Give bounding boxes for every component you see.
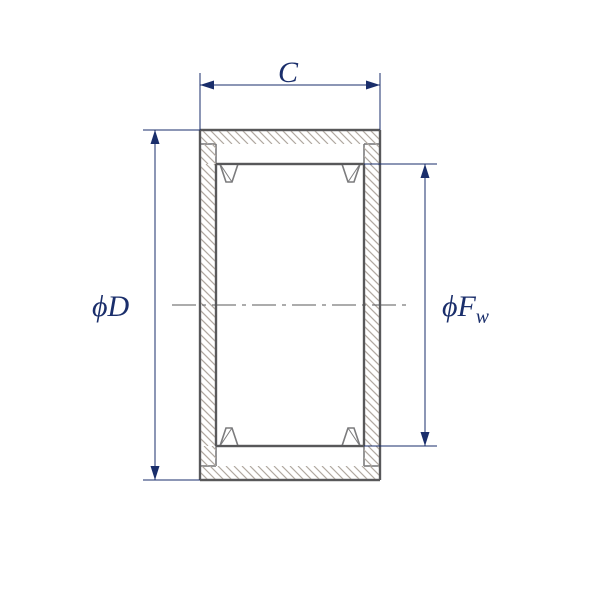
dim-label-c: C <box>278 58 298 88</box>
dim-d-var: D <box>108 290 130 323</box>
dim-c-var: C <box>278 56 298 89</box>
dim-fw-var: F <box>458 290 476 323</box>
dim-d-phi: ϕ <box>92 290 108 323</box>
bearing-cross-section <box>0 0 600 600</box>
dim-label-fw: ϕFw <box>442 292 489 328</box>
dim-label-d: ϕD <box>92 292 129 322</box>
diagram-canvas: C ϕD ϕFw <box>0 0 600 600</box>
dim-fw-phi: ϕ <box>442 290 458 323</box>
dim-fw-sub: w <box>476 307 489 328</box>
